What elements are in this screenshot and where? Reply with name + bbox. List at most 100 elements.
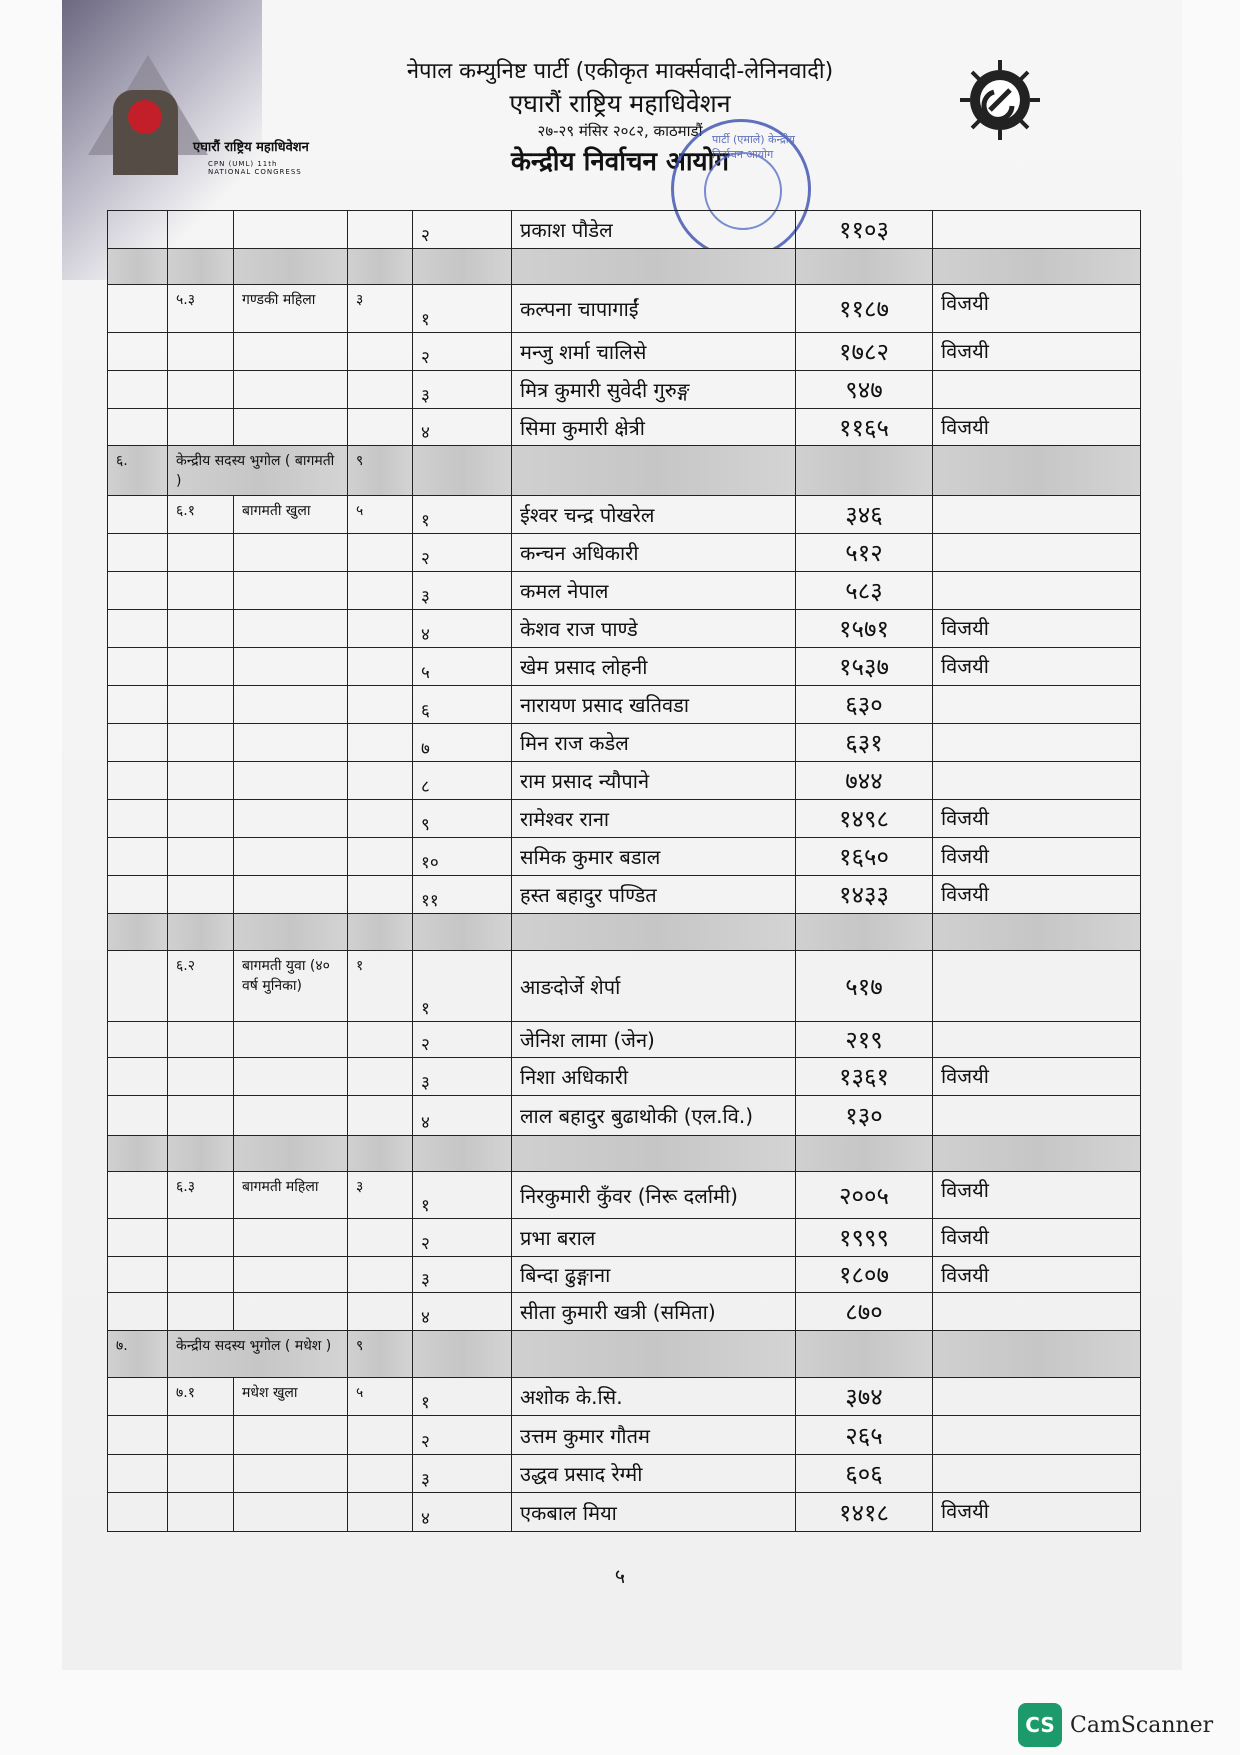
result-cell: विजयी: [932, 332, 1141, 371]
votes-cell: ११६५: [795, 408, 933, 446]
category-cell: [233, 1492, 348, 1532]
candidate-no-cell: ६: [412, 685, 512, 724]
candidate-no-cell: ७: [412, 723, 512, 762]
votes-cell: ३४६: [795, 495, 933, 534]
candidate-name-cell: उद्धव प्रसाद रेग्मी: [511, 1454, 796, 1493]
category-cell: [233, 571, 348, 610]
seats-cell: १: [347, 950, 413, 1022]
serial-cell: [107, 284, 168, 333]
candidate-no-cell: ४: [412, 1292, 512, 1331]
category-cell: [233, 799, 348, 838]
result-cell: [932, 685, 1141, 724]
seats-cell: [347, 1292, 413, 1331]
candidate-name-cell: जेनिश लामा (जेन): [511, 1021, 796, 1058]
candidate-no-cell: ३: [412, 370, 512, 409]
table-row: ३ उद्धव प्रसाद रेग्मी ६०६: [107, 1454, 1141, 1493]
serial-cell: [107, 1454, 168, 1493]
candidate-name-cell: उत्तम कुमार गौतम: [511, 1415, 796, 1455]
serial-cell: [107, 533, 168, 572]
seats-cell: ३: [347, 1171, 413, 1219]
table-row: ६ नारायण प्रसाद खतिवडा ६३०: [107, 685, 1141, 724]
candidate-name-cell: प्रभा बराल: [511, 1218, 796, 1257]
category-cell: केन्द्रीय सदस्य भुगोल ( बागमती ): [167, 445, 348, 496]
serial-cell: ६.: [107, 445, 168, 496]
votes-cell: ८७०: [795, 1292, 933, 1331]
serial-cell: [107, 1292, 168, 1331]
result-cell: [932, 1377, 1141, 1416]
candidate-no-cell: [412, 445, 512, 496]
result-cell: विजयी: [932, 284, 1141, 333]
candidate-name-cell: हस्त बहादुर पण्डित: [511, 875, 796, 914]
serial-cell: [107, 571, 168, 610]
candidate-no-cell: [412, 248, 512, 285]
result-cell: [932, 571, 1141, 610]
result-cell: [932, 950, 1141, 1022]
category-cell: [233, 1057, 348, 1096]
table-row: २ जेनिश लामा (जेन) २१९: [107, 1021, 1141, 1058]
code-cell: [167, 1256, 234, 1293]
code-cell: [167, 609, 234, 648]
votes-cell: ६३०: [795, 685, 933, 724]
seats-cell: [347, 408, 413, 446]
serial-cell: [107, 408, 168, 446]
serial-cell: [107, 950, 168, 1022]
candidate-name-cell: मिन राज कडेल: [511, 723, 796, 762]
candidate-no-cell: १: [412, 1377, 512, 1416]
code-cell: [167, 332, 234, 371]
votes-cell: २००५: [795, 1171, 933, 1219]
seats-cell: ५: [347, 495, 413, 534]
seats-cell: [347, 1256, 413, 1293]
code-cell: ५.३: [167, 284, 234, 333]
votes-cell: [795, 913, 933, 951]
candidate-name-cell: कल्पना चापागाईं: [511, 284, 796, 333]
candidate-no-cell: १०: [412, 837, 512, 876]
candidate-name-cell: नारायण प्रसाद खतिवडा: [511, 685, 796, 724]
category-cell: [233, 370, 348, 409]
table-row: ८ राम प्रसाद न्यौपाने ७४४: [107, 761, 1141, 800]
category-cell: [233, 408, 348, 446]
result-cell: [932, 495, 1141, 534]
votes-cell: [795, 1330, 933, 1378]
code-cell: ६.१: [167, 495, 234, 534]
date-place: २७-२९ मंसिर २०८२, काठमाडौं: [537, 122, 703, 140]
result-cell: [932, 1021, 1141, 1058]
party-name: नेपाल कम्युनिष्ट पार्टी (एकीकृत मार्क्सव…: [406, 59, 834, 84]
seats-cell: [347, 1095, 413, 1136]
votes-cell: ६३१: [795, 723, 933, 762]
code-cell: [167, 875, 234, 914]
candidate-name-cell: रामेश्वर राना: [511, 799, 796, 838]
table-row: ६.३ बागमती महिला ३ १ निरकुमारी कुँवर (निरू द…: [107, 1171, 1141, 1219]
seats-cell: [347, 609, 413, 648]
candidate-no-cell: २: [412, 1021, 512, 1058]
seats-cell: [347, 913, 413, 951]
candidate-name-cell: [511, 445, 796, 496]
office-title: केन्द्रीय निर्वाचन आयोग: [510, 147, 730, 177]
seats-cell: [347, 1415, 413, 1455]
code-cell: [167, 248, 234, 285]
serial-cell: [107, 1021, 168, 1058]
serial-cell: [107, 913, 168, 951]
seats-cell: [347, 1057, 413, 1096]
table-row: ६.२ बागमती युवा (४० वर्ष मुनिका) १ १ आङदोर्ज…: [107, 950, 1141, 1022]
seats-cell: [347, 875, 413, 914]
category-cell: [233, 1292, 348, 1331]
result-cell: [932, 1454, 1141, 1493]
candidate-no-cell: १: [412, 1171, 512, 1219]
candidate-name-cell: [511, 1330, 796, 1378]
votes-cell: २१९: [795, 1021, 933, 1058]
candidate-no-cell: [412, 1330, 512, 1378]
candidate-no-cell: ४: [412, 1492, 512, 1532]
code-cell: [167, 1218, 234, 1257]
seats-cell: [347, 761, 413, 800]
code-cell: [167, 723, 234, 762]
candidate-name-cell: आङदोर्जे शेर्पा: [511, 950, 796, 1022]
camscanner-watermark: CS CamScanner: [1018, 1703, 1213, 1747]
candidate-name-cell: मित्र कुमारी सुवेदी गुरुङ्ग: [511, 370, 796, 409]
serial-cell: ७.: [107, 1330, 168, 1378]
result-cell: [932, 248, 1141, 285]
table-row: ७.१ मधेश खुला ५ १ अशोक के.सि. ३७४: [107, 1377, 1141, 1416]
category-cell: [233, 248, 348, 285]
candidate-name-cell: राम प्रसाद न्यौपाने: [511, 761, 796, 800]
party-emblem-icon: [960, 60, 1040, 140]
candidate-no-cell: ३: [412, 1256, 512, 1293]
